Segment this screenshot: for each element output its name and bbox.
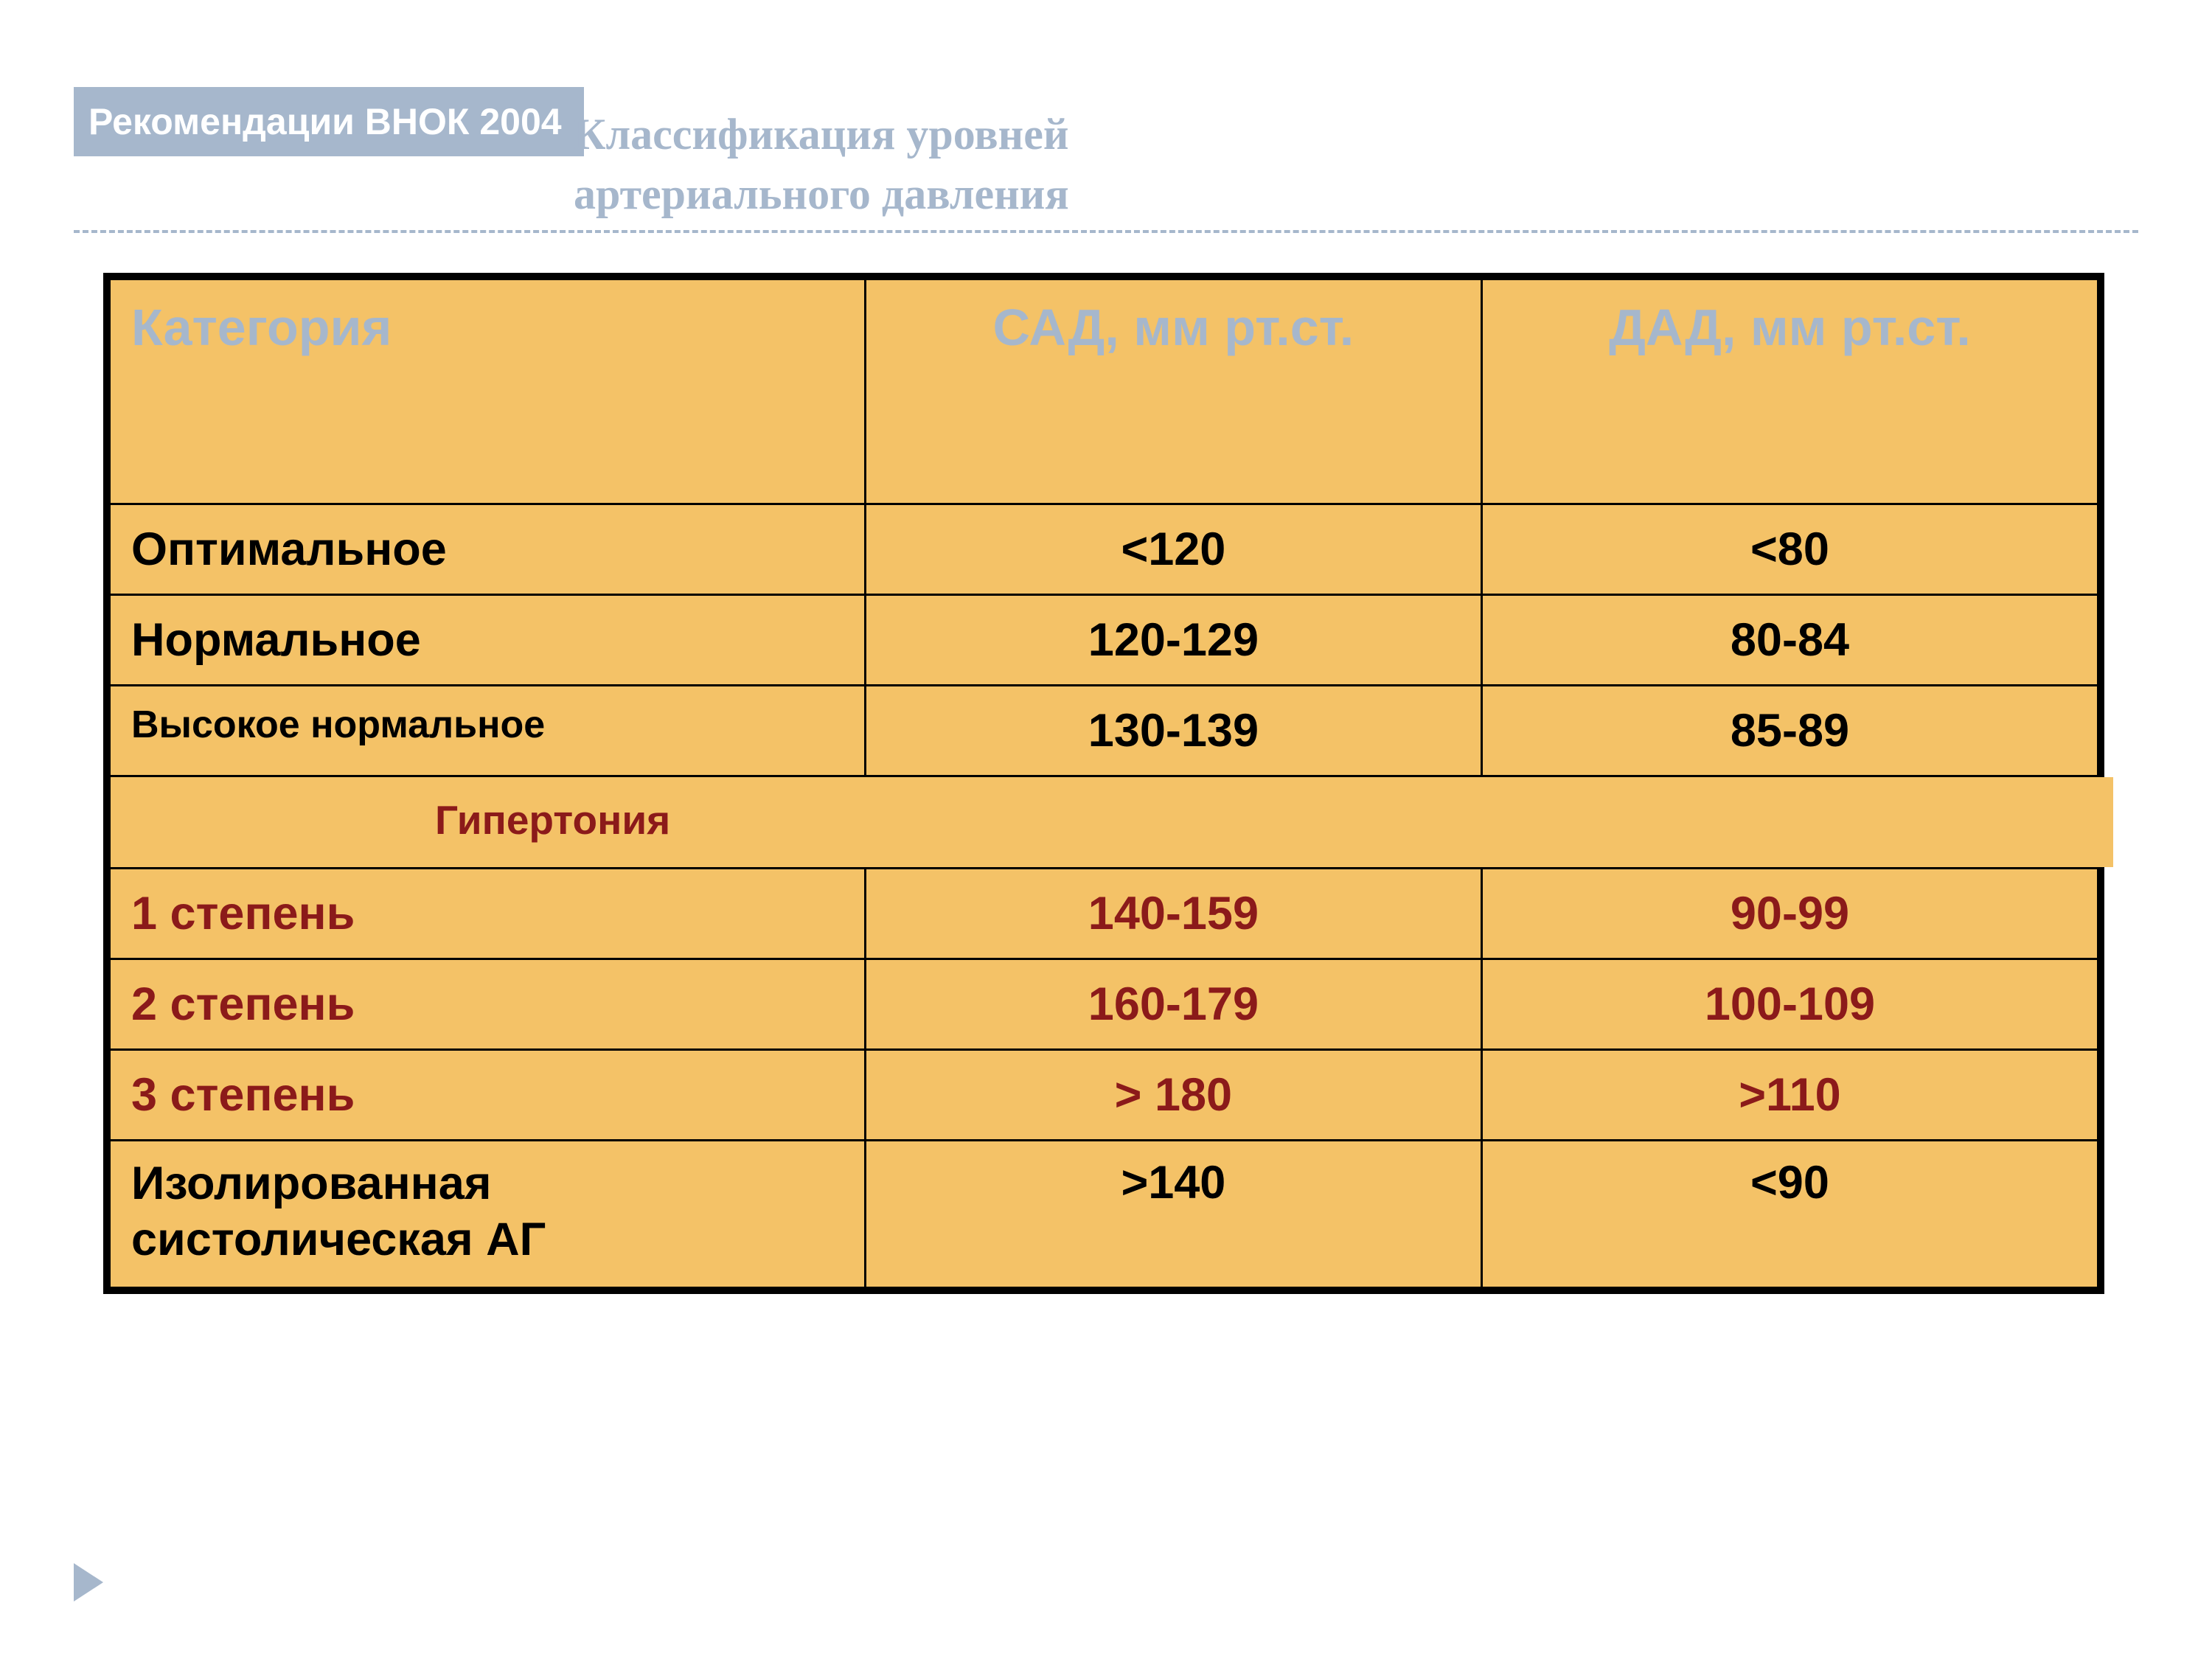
cell-sad: > 180 (865, 1050, 1481, 1141)
table-row: Высокое нормальное (110, 686, 866, 776)
iso-label-2: систолическая АГ (131, 1214, 546, 1265)
cell-dad: 85-89 (1481, 686, 2098, 776)
table-row: 3 степень (110, 1050, 866, 1141)
slide-title: Классификация уровней артериального давл… (574, 105, 1069, 224)
cell-dad: 80-84 (1481, 595, 2098, 686)
table-row: Изолированная систолическая АГ (110, 1141, 866, 1288)
cell-sad: 160-179 (865, 959, 1481, 1050)
section-hypertension: Гипертония (110, 776, 2098, 869)
section-label: Гипертония (435, 796, 670, 844)
col-header-category: Категория (111, 280, 864, 357)
table-row: 1 степень (110, 869, 866, 959)
col-header-sad: САД, мм рт.ст. (866, 280, 1481, 357)
cell-sad: >140 (865, 1141, 1481, 1288)
bp-classification-table: Категория САД, мм рт.ст. ДАД, мм рт.ст. … (103, 273, 2104, 1294)
recommendation-tag: Рекомендации ВНОК 2004 (74, 87, 584, 156)
cell-sad: 140-159 (865, 869, 1481, 959)
title-line-2: артериального давления (574, 164, 1069, 224)
col-header-dad: ДАД, мм рт.ст. (1483, 280, 2097, 357)
cell-dad: 90-99 (1481, 869, 2098, 959)
table-row: Нормальное (110, 595, 866, 686)
cell-sad: 130-139 (865, 686, 1481, 776)
cell-sad: 120-129 (865, 595, 1481, 686)
next-arrow-icon (74, 1563, 103, 1601)
cell-dad: <90 (1481, 1141, 2098, 1288)
table-row: Оптимальное (110, 504, 866, 595)
table-row: 2 степень (110, 959, 866, 1050)
cell-dad: >110 (1481, 1050, 2098, 1141)
cell-dad: <80 (1481, 504, 2098, 595)
divider (74, 230, 2138, 233)
cell-dad: 100-109 (1481, 959, 2098, 1050)
cell-sad: <120 (865, 504, 1481, 595)
slide: Рекомендации ВНОК 2004 Классификация уро… (0, 0, 2212, 1659)
iso-label-1: Изолированная (131, 1158, 492, 1209)
title-line-1: Классификация уровней (574, 105, 1069, 164)
